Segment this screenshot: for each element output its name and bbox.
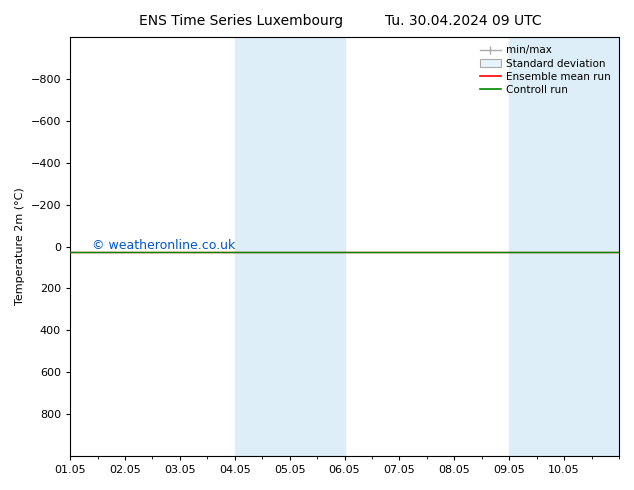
Bar <box>235 37 290 456</box>
Text: © weatheronline.co.uk: © weatheronline.co.uk <box>92 239 235 252</box>
Bar <box>290 37 344 456</box>
Text: ENS Time Series Luxembourg: ENS Time Series Luxembourg <box>139 14 343 28</box>
Bar <box>509 37 564 456</box>
Text: Tu. 30.04.2024 09 UTC: Tu. 30.04.2024 09 UTC <box>384 14 541 28</box>
Legend: min/max, Standard deviation, Ensemble mean run, Controll run: min/max, Standard deviation, Ensemble me… <box>477 42 614 98</box>
Bar <box>564 37 619 456</box>
Y-axis label: Temperature 2m (°C): Temperature 2m (°C) <box>15 188 25 305</box>
